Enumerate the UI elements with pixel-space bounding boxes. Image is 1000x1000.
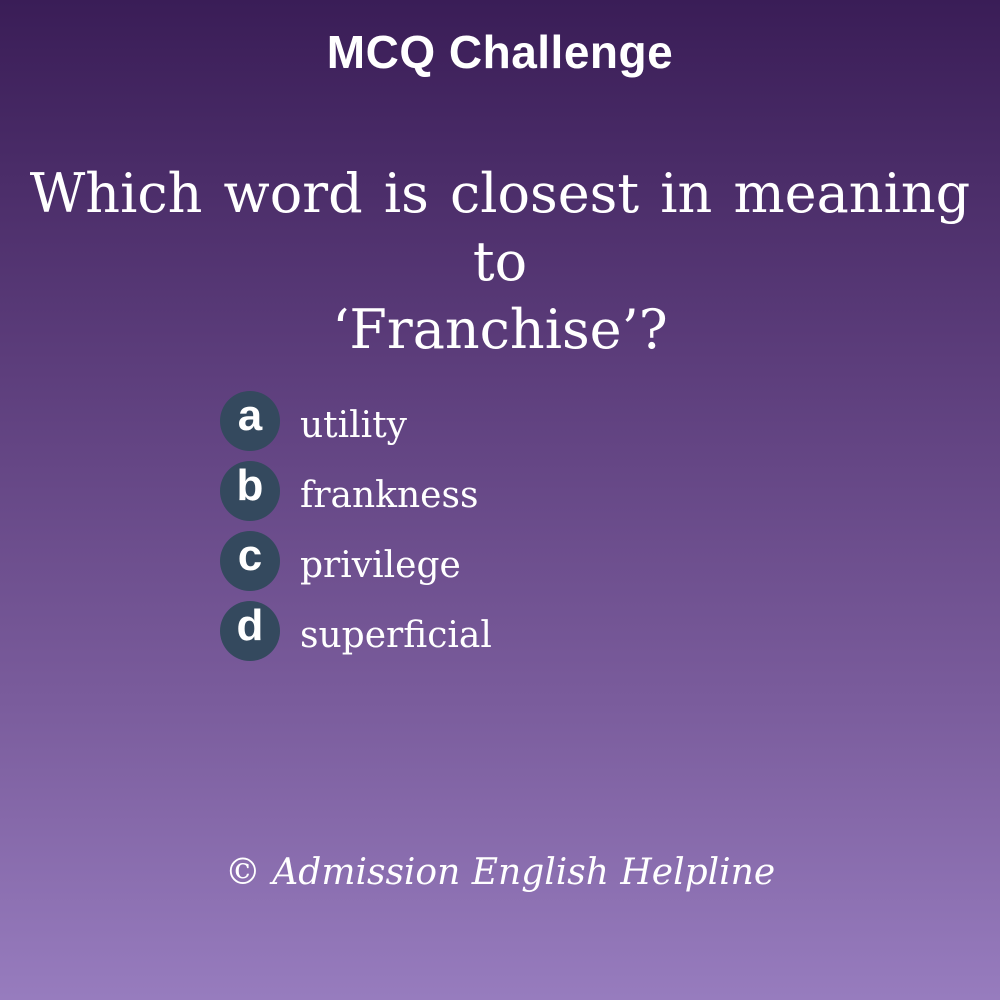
option-a[interactable]: a utility (220, 390, 740, 452)
option-d-letter: d (236, 601, 264, 650)
question-line-2: ‘Franchise’? (332, 298, 668, 361)
question-text: Which word is closest in meaning to ‘Fra… (20, 160, 980, 364)
option-b-letter: b (236, 461, 264, 510)
option-b[interactable]: b frankness (220, 460, 740, 522)
option-a-letter: a (237, 391, 263, 440)
copyright-footer: © Admission English Helpline (224, 852, 776, 893)
option-a-badge: a (220, 391, 280, 451)
page-title: MCQ Challenge (326, 26, 674, 78)
option-a-text: utility (300, 405, 407, 446)
option-d-text: superficial (300, 615, 492, 656)
option-c-badge: c (220, 531, 280, 591)
question-line-1: Which word is closest in meaning to (29, 162, 971, 293)
options-list: a utility b frankness c privilege d supe… (220, 390, 740, 670)
option-b-badge: b (220, 461, 280, 521)
option-c-text: privilege (300, 545, 461, 586)
option-c[interactable]: c privilege (220, 530, 740, 592)
option-c-letter: c (237, 531, 263, 580)
option-d-badge: d (220, 601, 280, 661)
option-b-text: frankness (300, 475, 479, 516)
option-d[interactable]: d superficial (220, 600, 740, 662)
